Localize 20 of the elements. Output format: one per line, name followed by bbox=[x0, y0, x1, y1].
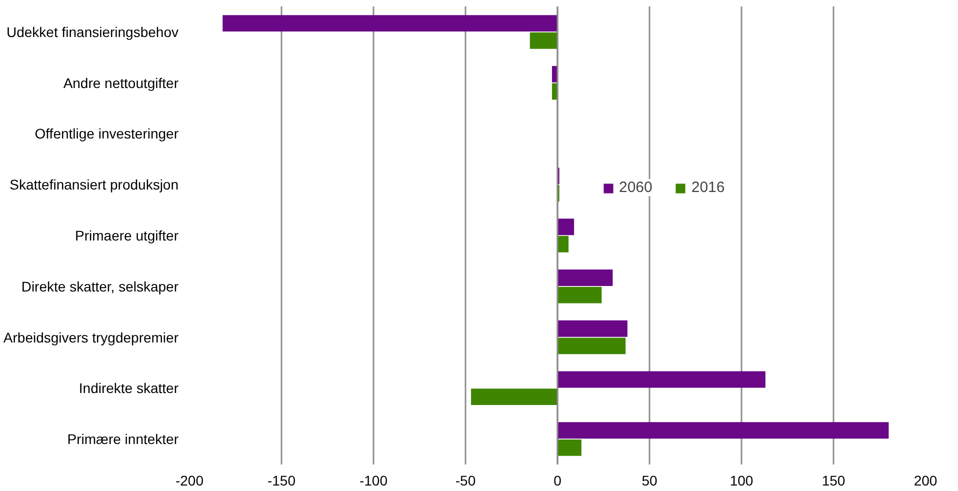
legend-label: 2060 bbox=[619, 179, 652, 196]
x-tick-label: 100 bbox=[730, 472, 754, 488]
y-tick-label: Arbeidsgivers trygdepremier bbox=[3, 329, 179, 346]
y-tick-label: Indirekte skatter bbox=[78, 380, 179, 396]
x-tick-label: -150 bbox=[267, 472, 296, 488]
x-tick-label: 200 bbox=[914, 472, 938, 488]
y-tick-label: Udekket finansieringsbehov bbox=[6, 24, 179, 40]
legend-label: 2016 bbox=[691, 179, 725, 196]
y-tick-label: Offentlige investeringer bbox=[34, 126, 179, 142]
x-tick-label: 0 bbox=[554, 472, 562, 488]
y-tick-label: Skattefinansiert produksjon bbox=[10, 176, 178, 193]
x-tick-label: 50 bbox=[642, 472, 658, 488]
x-tick-label: -100 bbox=[359, 472, 388, 488]
y-tick-label: Andre nettoutgifter bbox=[63, 74, 179, 91]
y-tick-label: Primaere utgifter bbox=[75, 228, 179, 244]
y-tick-label: Direkte skatter, selskaper bbox=[21, 278, 179, 294]
x-tick-label: -50 bbox=[455, 472, 476, 488]
x-tick-label: -200 bbox=[175, 472, 204, 488]
x-tick-label: 150 bbox=[822, 472, 846, 488]
y-tick-label: Primære inntekter bbox=[67, 431, 179, 448]
